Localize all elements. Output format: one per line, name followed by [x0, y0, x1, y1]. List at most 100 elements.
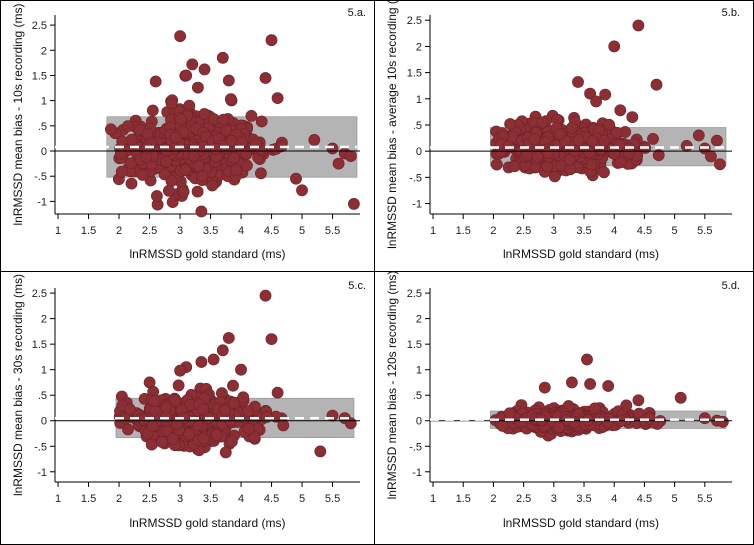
data-point [105, 123, 117, 136]
data-point [179, 163, 192, 176]
data-point [187, 149, 200, 162]
data-point [240, 159, 253, 172]
x-tick-label: 2.5 [142, 493, 157, 505]
y-axis-title: lnRMSSD mean bias - 10s recording (ms) [11, 3, 25, 225]
y-tick-label: 2 [41, 45, 47, 57]
x-axis-title: lnRMSSD gold standard (ms) [503, 247, 659, 261]
y-axis-title: lnRMSSD mean bias - average 10s recordin… [385, 0, 399, 249]
x-tick-label: 3.5 [576, 225, 591, 237]
data-point [191, 81, 204, 94]
x-tick-label: 2 [116, 225, 122, 237]
y-tick-label: -1 [37, 467, 47, 479]
y-tick-label: .5 [413, 120, 422, 132]
data-point [554, 128, 566, 140]
data-point [572, 76, 584, 88]
data-point [230, 164, 243, 177]
data-point [542, 147, 554, 159]
data-point [553, 421, 566, 434]
y-tick-label: 2.5 [32, 288, 47, 300]
data-point [259, 72, 272, 84]
data-point [197, 403, 210, 416]
data-point [698, 412, 711, 425]
y-tick-label: 2.5 [32, 20, 47, 32]
data-point [206, 179, 219, 192]
data-point [165, 175, 178, 187]
data-point [674, 391, 687, 404]
x-tick-label: 4.5 [264, 493, 279, 505]
panel-1: -1 -.5 0 .5 1 1.5 2 2.5 1 1.5 2 2.5 3 3.5 4 4.5 5 5.5 lnRM… [11, 3, 366, 261]
data-point [169, 131, 182, 144]
data-point [692, 129, 705, 142]
y-tick-label: 0 [416, 146, 422, 158]
data-point [277, 419, 290, 432]
y-tick-label: 1.5 [32, 70, 47, 82]
data-point [228, 397, 240, 410]
data-point [217, 113, 230, 126]
x-axis-title: lnRMSSD gold standard (ms) [503, 516, 659, 530]
data-point [598, 166, 610, 179]
data-point [259, 289, 272, 302]
x-tick-label: 2.5 [142, 225, 157, 237]
data-point [191, 185, 204, 198]
data-point [207, 113, 220, 125]
data-point [216, 51, 229, 64]
data-point [123, 403, 136, 416]
x-tick-label: 3.5 [203, 493, 218, 505]
data-point [347, 197, 360, 210]
data-point [255, 115, 268, 128]
data-point [174, 30, 186, 43]
data-point [614, 156, 627, 169]
x-tick-label: 1.5 [81, 493, 96, 505]
data-point [711, 134, 723, 147]
x-tick-label: 2.5 [516, 493, 531, 505]
panel-label: 5.b. [722, 7, 740, 19]
y-tick-label: 2 [416, 314, 422, 326]
y-tick-label: 2 [41, 314, 47, 326]
data-point [650, 78, 663, 91]
data-point [590, 95, 602, 108]
data-point [622, 147, 635, 160]
y-tick-label: -1 [412, 467, 422, 479]
data-point [568, 416, 581, 429]
data-point [197, 432, 210, 445]
data-point [620, 399, 633, 412]
data-point [508, 160, 521, 173]
data-point [137, 413, 150, 426]
data-point [515, 416, 527, 428]
data-point [536, 116, 549, 129]
data-point [228, 151, 240, 164]
x-tick-label: 5 [672, 493, 678, 505]
data-point [149, 75, 162, 88]
data-point [195, 356, 208, 368]
data-point [565, 122, 578, 134]
data-point [602, 380, 615, 392]
y-tick-label: 1.5 [32, 339, 47, 351]
data-point [603, 118, 615, 131]
y-tick-label: 1.5 [407, 68, 422, 80]
data-point [209, 142, 222, 155]
data-point [224, 93, 237, 105]
data-point [235, 363, 247, 376]
x-tick-label: 5.5 [325, 225, 340, 237]
y-tick-label: 0 [41, 416, 47, 428]
data-point [626, 111, 639, 123]
x-tick-label: 2 [490, 225, 496, 237]
data-point [586, 135, 599, 147]
data-point [271, 92, 284, 104]
y-tick-label: -1 [412, 199, 422, 211]
data-point [150, 190, 163, 202]
data-point [610, 126, 623, 139]
data-point [207, 353, 220, 366]
y-tick-label: -.5 [34, 441, 47, 453]
data-point [198, 63, 211, 76]
data-point [242, 422, 255, 435]
data-point [314, 445, 327, 458]
y-tick-label: 0 [41, 146, 47, 158]
data-point [326, 409, 339, 422]
data-point [227, 379, 239, 392]
data-point [585, 158, 598, 171]
panel-2: -1 -.5 0 .5 1 1.5 2 2.5 1 1.5 2 2.5 3 3.5 4 4.5 5 5.5 lnRM… [385, 0, 740, 261]
data-point [599, 88, 612, 101]
x-tick-label: 1 [430, 493, 436, 505]
